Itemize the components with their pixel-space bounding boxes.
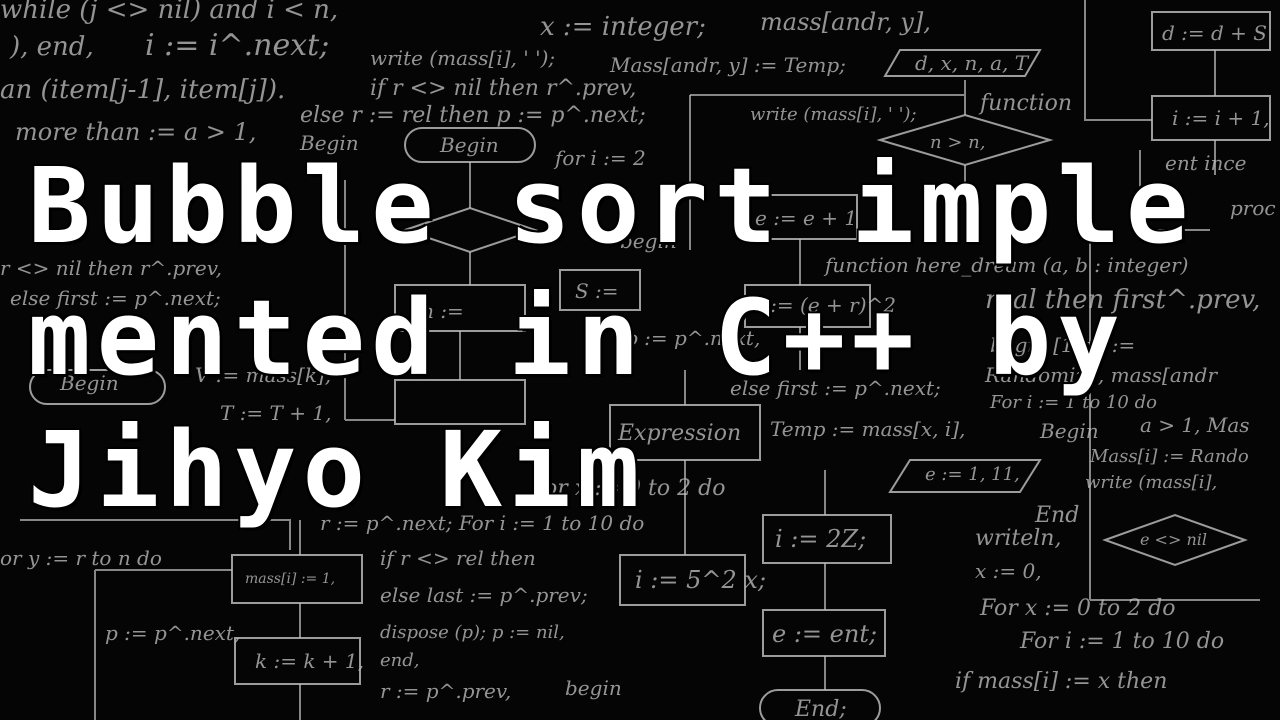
code-snippet: V := mass[k], [195, 363, 331, 387]
code-snippet: if mass[i] := x then [955, 669, 1167, 694]
flowchart-connector [20, 95, 1260, 720]
code-snippet: e := ent; [772, 620, 877, 648]
code-snippet: x := integer; [540, 12, 706, 42]
code-snippet: Begin [439, 133, 499, 157]
code-snippet: mass[i] := 1, [245, 571, 335, 587]
code-snippet: i := 2Z; [775, 525, 866, 553]
code-snippet: i := 5^2 x; [635, 566, 766, 594]
code-snippet: Begin [299, 131, 359, 155]
code-snippet: i := i^.next; [145, 28, 329, 63]
flowchart-decision [1102, 513, 1248, 567]
flowchart-box [231, 554, 363, 604]
code-snippet: an (item[j-1], item[j]). [0, 75, 285, 105]
video-title: Bubble sort implemented in C++ by Jihyo … [28, 145, 1195, 531]
code-snippet: e <> nil [1140, 530, 1207, 549]
code-snippet: write (mass[i], [1085, 472, 1217, 493]
code-snippet: r <> nil then r^.prev, [0, 256, 222, 280]
code-snippet: Mass[andr, y] := Temp; [609, 53, 846, 77]
code-snippet: begin [620, 229, 677, 253]
code-snippet: For i := 1 to 10 do [1019, 629, 1224, 654]
code-snippet: i := i + 1, [1172, 106, 1270, 130]
code-snippet: r := p^.prev, [380, 679, 511, 703]
code-snippet: e := (e + r)^2 [752, 293, 896, 317]
code-snippet: For i := 1 to 10 do [989, 392, 1157, 413]
code-snippet: x := 0, [975, 559, 1042, 583]
flowchart-decision [876, 113, 1054, 167]
code-snippet: For x := 0 to 2 do [529, 476, 725, 501]
code-snippet: Expression [617, 421, 741, 446]
code-snippet: Mass[i] := Rando [1089, 446, 1249, 467]
code-snippet: if r <> rel then [380, 546, 536, 570]
code-snippet: begin [565, 676, 622, 700]
code-snippet: p := p^.next, [625, 326, 760, 350]
code-snippet: else r := rel then p := p^.next; [300, 103, 646, 128]
flowchart-io [883, 49, 1042, 77]
code-snippet: mass[andr, y], [760, 8, 931, 36]
code-snippet: Begin [1039, 419, 1099, 443]
code-snippet: a > 1, Mas [1140, 413, 1250, 437]
code-snippet: S := [575, 279, 619, 303]
code-snippet: ), end, [9, 32, 94, 62]
code-snippet: e := e + 1 [755, 206, 857, 230]
code-snippet: Temp := mass[x, i], [770, 417, 965, 441]
code-snippet: else first := p^.next; [10, 286, 221, 310]
flowchart-box [619, 554, 746, 606]
code-snippet: end, [380, 650, 420, 671]
flowchart-box [559, 269, 641, 311]
code-snippet: r := p^.next; For i := 1 to 10 do [320, 511, 644, 535]
code-snippet: or y := r to n do [0, 546, 162, 570]
code-snippet: writeln, [975, 526, 1061, 551]
code-snippet: e := 1, 11, [925, 464, 1020, 485]
code-snippet: real then first^.prev, [985, 285, 1260, 315]
flowchart-terminator [759, 689, 881, 720]
flowchart-box [234, 637, 361, 685]
code-snippet: while (j <> nil) and i < n, [0, 0, 338, 25]
flowchart-connector [299, 0, 1216, 720]
code-snippet: if r <> nil then r^.prev, [370, 76, 636, 101]
code-snippet: write (mass[i], ' '); [370, 46, 555, 70]
code-snippet: d := d + S [1162, 21, 1267, 45]
code-snippet: function [978, 91, 1072, 116]
flowchart-box [1151, 11, 1271, 51]
code-snippet: else last := p^.prev; [380, 583, 588, 607]
code-snippet: ent ince [1165, 151, 1246, 175]
code-snippet: function here_dream (a, b : integer) [823, 253, 1189, 277]
code-snippet: Randomize, mass[andr [984, 363, 1218, 387]
code-snippet: more than := a > 1, [15, 118, 256, 146]
flowchart-terminator [29, 369, 166, 405]
code-snippet: begin [1, y] := [990, 333, 1135, 357]
flowchart-io [888, 459, 1042, 493]
code-snippet: m := [415, 299, 464, 323]
code-snippet: End; [794, 697, 847, 720]
code-snippet: proc [1230, 196, 1276, 220]
code-snippet: T := T + 1, [220, 401, 331, 425]
code-snippet: End [1034, 503, 1079, 528]
flowchart-box [1151, 95, 1271, 141]
code-snippet: For x := 0 to 2 do [979, 596, 1175, 621]
code-snippet: else first := p^.next; [730, 376, 941, 400]
code-snippet: Begin [59, 371, 119, 395]
code-snippet: p := p^.next, [105, 621, 240, 645]
code-snippet: d, x, n, a, T [915, 51, 1030, 75]
flowchart-box [744, 284, 871, 328]
flowchart-box [762, 514, 892, 564]
code-snippet: n > n, [930, 132, 985, 153]
code-snippet: dispose (p); p := nil, [380, 622, 565, 643]
code-snippet: write (mass[i], ' '); [750, 104, 917, 125]
flowchart-decision [401, 206, 539, 254]
code-snippet: for i := 2 [553, 146, 646, 170]
code-snippet: k := k + 1, [255, 649, 364, 673]
